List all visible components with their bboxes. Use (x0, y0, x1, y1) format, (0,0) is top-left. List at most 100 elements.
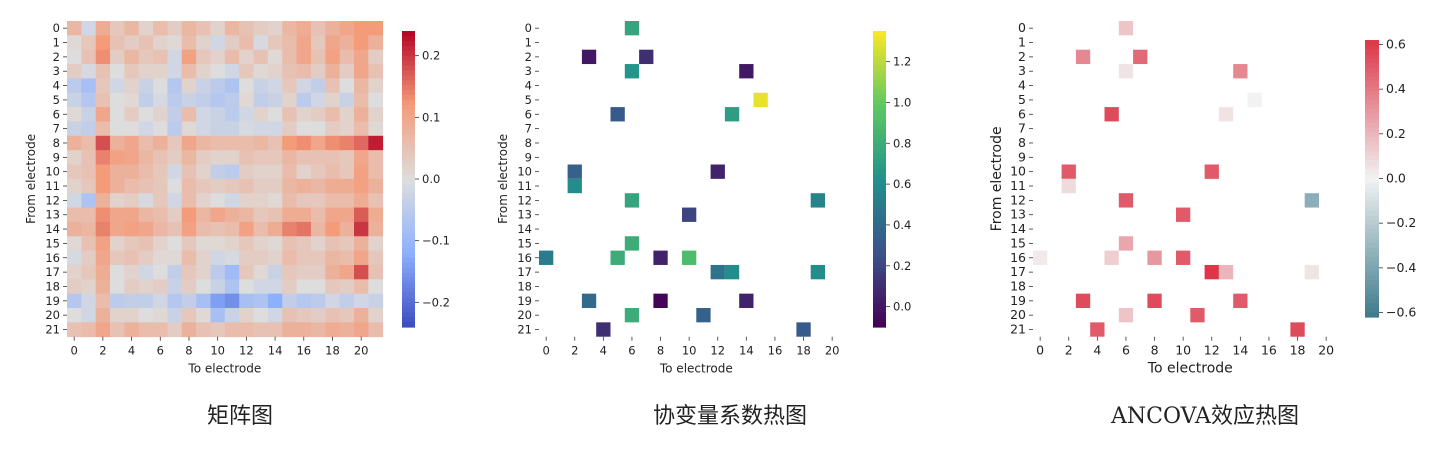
heatmap-cell (153, 164, 168, 180)
heatmap-cell (95, 150, 111, 165)
heatmap-cell (239, 193, 254, 208)
x-tick-label: 14 (268, 344, 283, 358)
heatmap-cell (81, 64, 97, 79)
heatmap-cell (153, 35, 168, 51)
heatmap-cell (224, 221, 240, 237)
y-tick-label: 13 (45, 208, 60, 222)
heatmap-cell (210, 322, 226, 338)
heatmap-cell (239, 135, 254, 151)
x-axis-label: To electrode (659, 362, 733, 376)
colorbar-segment (1365, 303, 1379, 309)
colorbar-segment (1365, 270, 1379, 277)
heatmap-cell (224, 279, 240, 295)
heatmap-cell (339, 35, 355, 51)
colorbar-segment (873, 124, 886, 131)
colorbar-segment (402, 119, 415, 126)
heatmap-cell (181, 135, 197, 151)
heatmap-cell (610, 250, 625, 265)
y-tick-label: 7 (1018, 121, 1026, 136)
colorbar-segment (873, 159, 886, 165)
colorbar-tick-label: −0.6 (1386, 305, 1416, 320)
x-tick-label: 18 (325, 344, 340, 358)
heatmap-cell (110, 322, 125, 338)
heatmap-cell (282, 21, 297, 36)
heatmap-cell (124, 107, 140, 122)
heatmap-cell (296, 92, 312, 108)
x-tick-label: 10 (210, 344, 225, 358)
heatmap-cell (239, 64, 254, 79)
colorbar-segment (402, 114, 415, 121)
x-tick-label: 16 (1261, 343, 1277, 358)
heatmap-cell (153, 308, 168, 323)
heatmap-cell (224, 121, 240, 137)
heatmap-cell (354, 107, 369, 122)
heatmap-cell (354, 92, 369, 108)
x-tick-label: 2 (571, 344, 578, 358)
heatmap-cell (267, 322, 283, 338)
y-tick-label: 10 (45, 165, 60, 179)
colorbar-segment (873, 213, 886, 220)
heatmap-cell (67, 164, 82, 180)
colorbar-segment (1365, 100, 1379, 106)
heatmap-cell (181, 107, 197, 122)
heatmap-cell (224, 21, 240, 36)
colorbar-segment (402, 307, 415, 313)
colorbar-segment (402, 183, 415, 190)
heatmap-cell (124, 207, 140, 223)
heatmap-cell (181, 164, 197, 180)
heatmap-cell (224, 135, 240, 151)
colorbar-tick-label: 0.4 (1386, 81, 1406, 96)
heatmap-cell (167, 78, 183, 94)
heatmap-cell (138, 135, 154, 151)
heatmap-cell (710, 264, 725, 280)
heatmap-cell (253, 207, 269, 223)
heatmap-cell (253, 21, 269, 36)
heatmap-cell (196, 35, 211, 51)
heatmap-cell (267, 78, 283, 94)
colorbar-segment (402, 272, 415, 279)
colorbar-segment (1365, 289, 1379, 295)
heatmap-cell (224, 207, 240, 223)
heatmap-cell (267, 135, 283, 151)
colorbar-segment (402, 45, 415, 52)
heatmap-cell (310, 135, 326, 151)
colorbar-segment (1365, 252, 1379, 258)
x-tick-label: 6 (157, 344, 164, 358)
heatmap-cell (739, 293, 754, 308)
heatmap-cell (339, 207, 355, 223)
colorbar-segment (402, 233, 415, 239)
heatmap-cell (267, 49, 283, 65)
colorbar-segment (402, 129, 415, 136)
heatmap-cell (339, 279, 355, 295)
heatmap-cell (67, 21, 82, 36)
heatmap-cell (267, 193, 283, 208)
heatmap-cell (325, 207, 341, 223)
heatmap-cell (325, 150, 341, 165)
x-tick-label: 0 (542, 344, 549, 358)
y-tick-label: 6 (53, 107, 60, 121)
colorbar-segment (402, 277, 415, 284)
heatmap-cell (325, 35, 341, 51)
heatmap-cell (95, 250, 111, 266)
heatmap-cell (253, 164, 269, 180)
heatmap-cell (296, 49, 312, 65)
colorbar-segment (873, 134, 886, 141)
y-tick-label: 0 (1018, 20, 1026, 35)
colorbar-segment (1365, 178, 1379, 184)
heatmap-cell (138, 92, 154, 108)
colorbar-segment (402, 198, 415, 205)
heatmap-cell (239, 49, 254, 65)
heatmap-cell (210, 250, 226, 266)
heatmap-cell (354, 78, 369, 94)
y-tick-label: 12 (45, 193, 60, 207)
heatmap-cell (81, 207, 97, 223)
colorbar-segment (1365, 63, 1379, 69)
heatmap-cell (153, 207, 168, 223)
y-tick-label: 19 (517, 294, 532, 308)
heatmap-cell (239, 221, 254, 237)
colorbar-segment (873, 60, 886, 67)
heatmap-cell (354, 64, 369, 79)
colorbar-segment (873, 223, 886, 229)
heatmap-cell (196, 121, 211, 137)
